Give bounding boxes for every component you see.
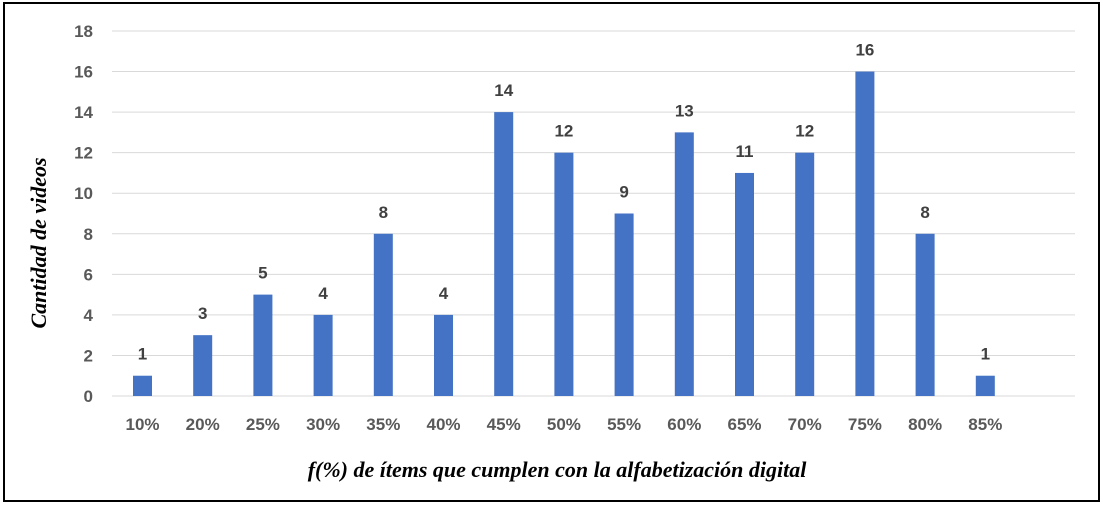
x-tick-label: 45% <box>487 415 521 434</box>
data-label: 1 <box>981 345 990 364</box>
data-label: 12 <box>795 122 814 141</box>
y-tick-label: 12 <box>74 144 93 163</box>
x-tick-label: 40% <box>426 415 460 434</box>
x-tick-label: 70% <box>788 415 822 434</box>
data-label: 12 <box>554 122 573 141</box>
y-axis-title: Cantidad de videos <box>26 157 51 328</box>
y-tick-label: 14 <box>74 103 93 122</box>
x-tick-label: 55% <box>607 415 641 434</box>
y-tick-label: 10 <box>74 184 93 203</box>
bar <box>614 213 634 396</box>
y-tick-label: 16 <box>74 63 93 82</box>
y-axis-ticks: 0 2 4 6 8 10 12 14 16 18 <box>74 22 93 406</box>
x-tick-label: 10% <box>125 415 159 434</box>
data-label: 16 <box>855 41 874 60</box>
bar <box>554 152 574 396</box>
x-tick-label: 35% <box>366 415 400 434</box>
x-tick-label: 80% <box>908 415 942 434</box>
data-label: 5 <box>258 264 267 283</box>
bar <box>674 132 694 396</box>
y-tick-label: 8 <box>84 225 93 244</box>
y-tick-label: 0 <box>84 387 93 406</box>
data-label: 14 <box>494 81 513 100</box>
x-axis-title: f(%) de ítems que cumplen con la alfabet… <box>308 457 808 482</box>
bar <box>253 294 273 396</box>
x-tick-label: 60% <box>667 415 701 434</box>
bar <box>915 233 935 396</box>
x-tick-label: 85% <box>968 415 1002 434</box>
y-tick-label: 2 <box>84 346 93 365</box>
gridlines <box>112 30 1075 397</box>
data-label: 8 <box>379 203 388 222</box>
bar <box>373 233 393 396</box>
x-tick-label: 20% <box>186 415 220 434</box>
x-tick-label: 25% <box>246 415 280 434</box>
y-tick-label: 6 <box>84 265 93 284</box>
x-tick-label: 75% <box>848 415 882 434</box>
data-label: 9 <box>619 183 628 202</box>
x-tick-label: 50% <box>547 415 581 434</box>
data-label: 1 <box>138 345 147 364</box>
x-tick-label: 65% <box>727 415 761 434</box>
bar <box>975 375 995 396</box>
data-label: 11 <box>736 142 754 161</box>
bar <box>313 314 333 396</box>
bar <box>494 112 514 396</box>
bar <box>434 314 453 396</box>
bar <box>735 172 754 396</box>
data-label: 13 <box>675 101 694 120</box>
y-tick-label: 4 <box>84 306 94 325</box>
bars <box>133 71 995 397</box>
data-label: 8 <box>920 203 929 222</box>
bar <box>795 152 815 396</box>
x-tick-label: 30% <box>306 415 340 434</box>
bar <box>133 375 152 396</box>
x-axis-ticks: 10% 20% 25% 30% 35% 40% 45% 50% 55% 60% 65% 70% 75% 8… <box>125 415 1002 434</box>
bar <box>855 71 875 397</box>
data-label: 4 <box>318 284 328 303</box>
data-label: 4 <box>439 284 449 303</box>
data-label: 3 <box>198 304 207 323</box>
bar <box>193 335 213 396</box>
y-tick-label: 18 <box>74 22 93 41</box>
